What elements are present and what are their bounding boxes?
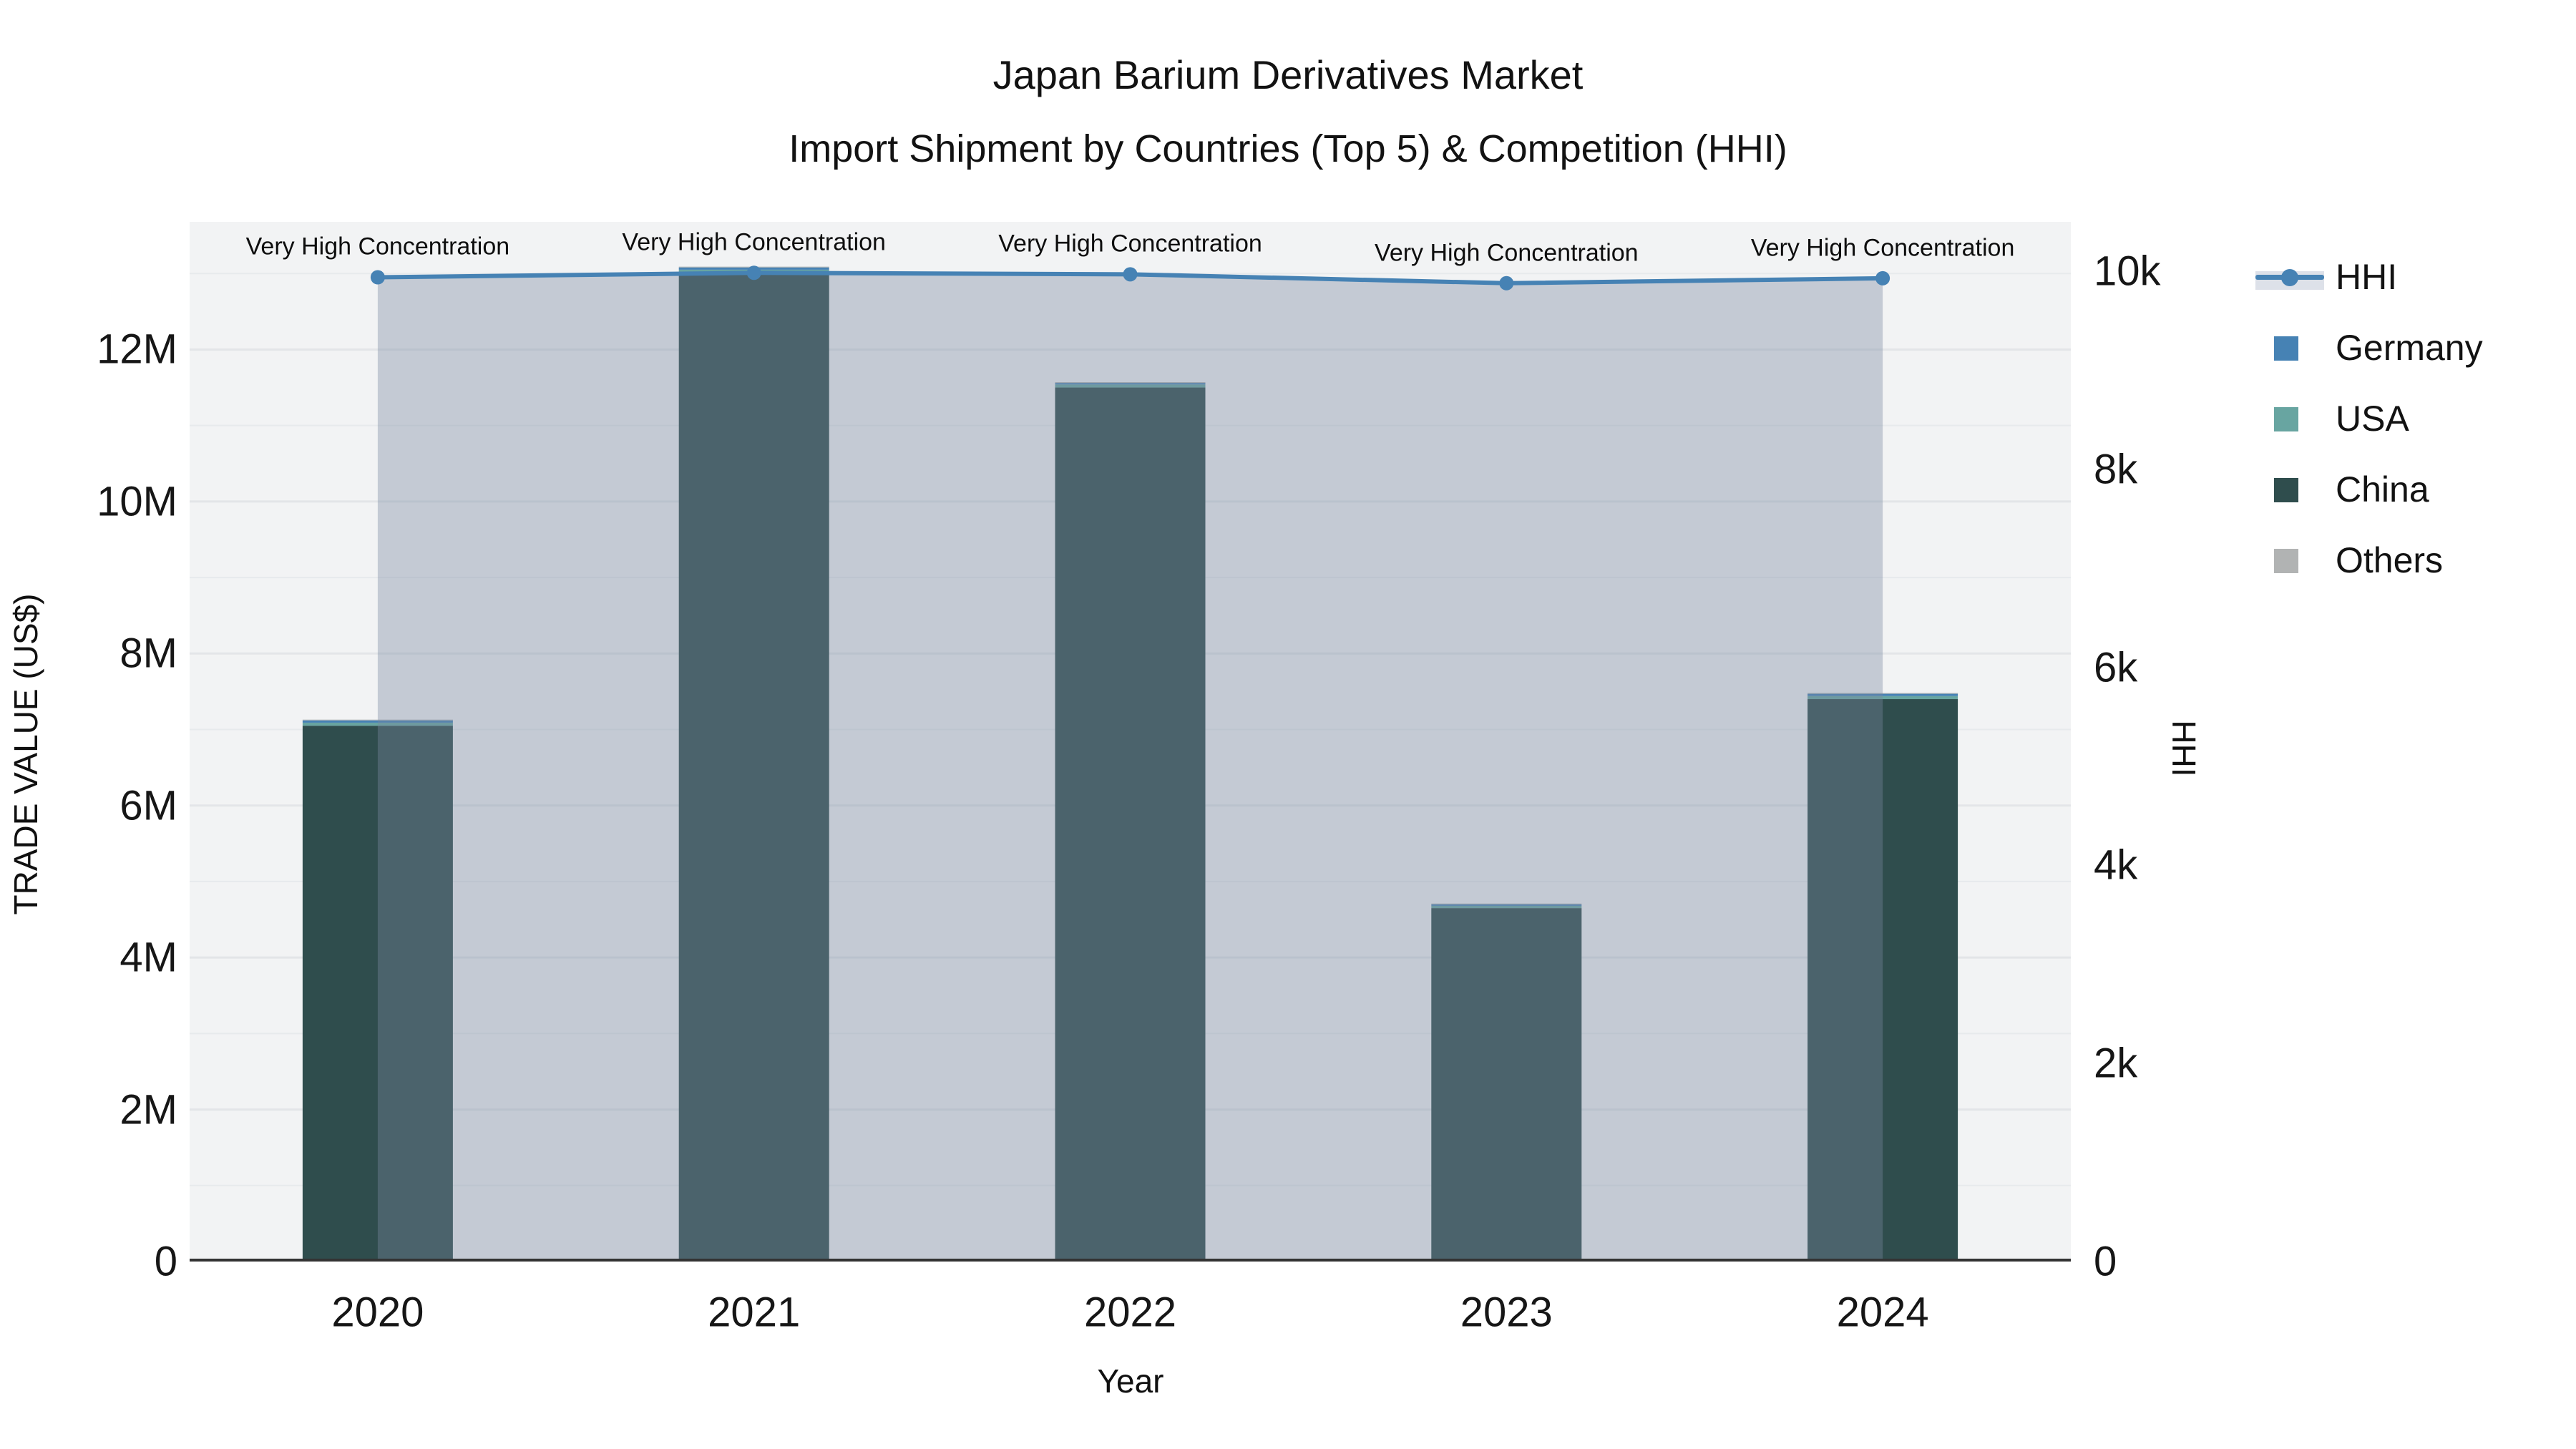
- bar-segment-others-2022[interactable]: [1055, 382, 1206, 384]
- y-right-tick-10k: 10k: [2094, 248, 2161, 295]
- bar-segment-germany-2020[interactable]: [302, 720, 453, 723]
- usa-swatch-icon: [2254, 404, 2326, 433]
- hhi-marker-2022[interactable]: [1123, 267, 1138, 282]
- y-left-tick-12M: 12M: [97, 326, 177, 373]
- legend-item-hhi[interactable]: HHI: [2254, 252, 2397, 302]
- chart-canvas: [190, 265, 2071, 1262]
- germany-color-square: [2274, 336, 2298, 361]
- bar-segment-others-2020[interactable]: [302, 719, 453, 721]
- legend-label-china: China: [2336, 469, 2429, 509]
- legend-label-usa: USA: [2336, 399, 2409, 439]
- y-left-tick-6M: 6M: [119, 782, 177, 829]
- bar-segment-germany-2024[interactable]: [1807, 693, 1958, 696]
- bar-segment-usa-2022[interactable]: [1055, 384, 1206, 388]
- plot-area: [190, 222, 2071, 1262]
- legend-item-china[interactable]: China: [2254, 464, 2429, 514]
- bar-segment-china-2021[interactable]: [678, 273, 829, 1262]
- bar-segment-china-2022[interactable]: [1055, 387, 1206, 1262]
- x-tick-2023: 2023: [1460, 1289, 1553, 1336]
- legend-item-usa[interactable]: USA: [2254, 394, 2409, 444]
- legend-item-germany[interactable]: Germany: [2254, 323, 2483, 373]
- bar-segment-usa-2020[interactable]: [302, 722, 453, 726]
- hhi-marker-2024[interactable]: [1875, 270, 1890, 286]
- y-left-tick-4M: 4M: [119, 934, 177, 981]
- x-tick-2021: 2021: [708, 1289, 801, 1336]
- y-right-tick-6k: 6k: [2094, 644, 2138, 691]
- legend-label-others: Others: [2336, 540, 2444, 580]
- x-tick-2024: 2024: [1836, 1289, 1929, 1336]
- hhi-marker-sample: [2281, 269, 2298, 286]
- x-tick-2022: 2022: [1083, 1289, 1177, 1336]
- legend-item-others[interactable]: Others: [2254, 535, 2443, 585]
- y-axis-right-title: HHI: [2165, 720, 2202, 777]
- y-left-tick-8M: 8M: [119, 630, 177, 677]
- others-color-square: [2274, 549, 2298, 573]
- chart-title: Japan Barium Derivatives Market: [992, 52, 1584, 97]
- y-right-tick-2k: 2k: [2094, 1040, 2138, 1087]
- hhi-area-band: [377, 273, 1883, 1262]
- y-axis-left-title: TRADE VALUE (US$): [7, 593, 44, 915]
- germany-swatch-icon: [2254, 333, 2326, 362]
- hhi-marker-2023[interactable]: [1499, 275, 1514, 291]
- legend-label-hhi: HHI: [2336, 257, 2398, 297]
- bar-segment-china-2020[interactable]: [302, 726, 453, 1262]
- hhi-marker-2021[interactable]: [746, 265, 761, 280]
- bar-segment-china-2024[interactable]: [1807, 699, 1958, 1262]
- bar-segment-usa-2024[interactable]: [1807, 696, 1958, 700]
- chart-title-block: Japan Barium Derivatives Market Import S…: [0, 44, 2576, 179]
- bar-segment-germany-2023[interactable]: [1431, 904, 1582, 906]
- chart-subtitle: Import Shipment by Countries (Top 5) & C…: [789, 127, 1787, 170]
- bar-segment-usa-2023[interactable]: [1431, 905, 1582, 909]
- others-swatch-icon: [2254, 546, 2326, 575]
- y-right-tick-0: 0: [2094, 1238, 2117, 1285]
- y-left-tick-0: 0: [154, 1238, 177, 1285]
- y-right-tick-4k: 4k: [2094, 841, 2138, 889]
- x-axis-title: Year: [1097, 1362, 1164, 1400]
- hhi-line-swatch-icon: [2254, 263, 2326, 291]
- china-swatch-icon: [2254, 475, 2326, 504]
- hhi-marker-2020[interactable]: [370, 270, 385, 285]
- bar-segment-germany-2022[interactable]: [1055, 383, 1206, 385]
- usa-color-square: [2274, 407, 2298, 431]
- legend-label-germany: Germany: [2336, 328, 2483, 368]
- y-left-tick-2M: 2M: [119, 1086, 177, 1133]
- x-tick-2020: 2020: [331, 1289, 424, 1336]
- y-left-tick-10M: 10M: [97, 478, 177, 525]
- bar-segment-others-2024[interactable]: [1807, 693, 1958, 694]
- y-right-tick-8k: 8k: [2094, 446, 2138, 493]
- bar-segment-china-2023[interactable]: [1431, 908, 1582, 1262]
- china-color-square: [2274, 478, 2298, 502]
